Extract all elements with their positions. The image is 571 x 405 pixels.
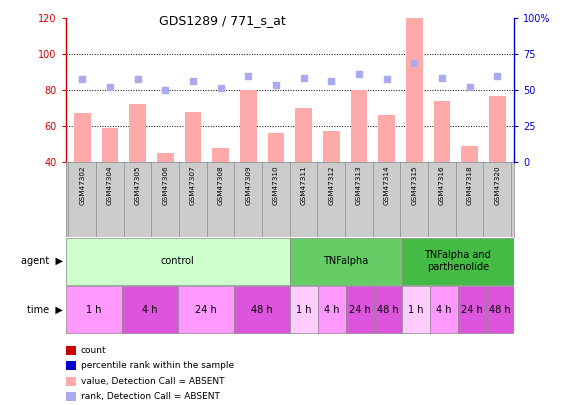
Text: GSM47310: GSM47310 (273, 166, 279, 205)
Text: count: count (81, 346, 106, 355)
Text: GSM47307: GSM47307 (190, 166, 196, 205)
Text: GSM47315: GSM47315 (411, 166, 417, 205)
Text: 48 h: 48 h (489, 305, 510, 315)
Bar (486, 286, 514, 333)
Text: GSM47302: GSM47302 (79, 166, 85, 205)
Bar (402, 286, 430, 333)
Bar (178, 286, 234, 333)
Point (355, 71, 364, 77)
Point (78, 76, 87, 83)
Text: 24 h: 24 h (349, 305, 371, 315)
Text: 48 h: 48 h (251, 305, 272, 315)
Text: 4 h: 4 h (436, 305, 452, 315)
Point (299, 74, 308, 81)
Point (188, 78, 198, 84)
Bar (268, 133, 284, 162)
Bar (374, 286, 402, 333)
Point (465, 83, 474, 90)
Text: 24 h: 24 h (461, 305, 482, 315)
Text: GSM47308: GSM47308 (218, 166, 224, 205)
Bar (402, 238, 514, 285)
Text: GSM47312: GSM47312 (328, 166, 334, 205)
Bar (323, 132, 340, 162)
Text: GSM47305: GSM47305 (135, 166, 140, 205)
Point (437, 74, 447, 81)
Text: 1 h: 1 h (408, 305, 424, 315)
Bar (289, 238, 402, 285)
Bar (406, 18, 423, 162)
Text: TNFalpha: TNFalpha (323, 256, 368, 266)
Bar (379, 115, 395, 162)
Text: time  ▶: time ▶ (27, 305, 63, 315)
Text: 48 h: 48 h (377, 305, 399, 315)
Bar (433, 101, 451, 162)
Text: GSM47318: GSM47318 (467, 166, 473, 205)
Point (244, 72, 253, 79)
Point (493, 72, 502, 79)
Bar (129, 104, 146, 162)
Text: GSM47320: GSM47320 (494, 166, 500, 205)
Text: 24 h: 24 h (195, 305, 216, 315)
Text: GSM47311: GSM47311 (300, 166, 307, 205)
Bar (430, 286, 458, 333)
Point (410, 60, 419, 66)
Text: GSM47306: GSM47306 (162, 166, 168, 205)
Bar (295, 108, 312, 162)
Point (106, 83, 115, 90)
Point (160, 87, 170, 94)
Point (216, 85, 225, 92)
Bar (461, 146, 478, 162)
Text: percentile rank within the sample: percentile rank within the sample (81, 361, 234, 370)
Bar (66, 286, 122, 333)
Bar (289, 286, 318, 333)
Text: 1 h: 1 h (86, 305, 102, 315)
Text: 4 h: 4 h (324, 305, 340, 315)
Text: GDS1289 / 771_s_at: GDS1289 / 771_s_at (159, 14, 286, 27)
Bar (122, 286, 178, 333)
Point (327, 78, 336, 84)
Text: 4 h: 4 h (142, 305, 158, 315)
Point (271, 81, 280, 88)
Text: GSM47316: GSM47316 (439, 166, 445, 205)
Bar (458, 286, 486, 333)
Bar (212, 148, 229, 162)
Bar (346, 286, 374, 333)
Bar (157, 153, 174, 162)
Bar (351, 90, 367, 162)
Text: TNFalpha and
parthenolide: TNFalpha and parthenolide (424, 250, 491, 272)
Bar (66, 238, 289, 285)
Point (133, 76, 142, 83)
Text: GSM47304: GSM47304 (107, 166, 113, 205)
Text: 1 h: 1 h (296, 305, 312, 315)
Bar (184, 112, 201, 162)
Text: rank, Detection Call = ABSENT: rank, Detection Call = ABSENT (81, 392, 219, 401)
Text: control: control (161, 256, 195, 266)
Text: GSM47314: GSM47314 (384, 166, 389, 205)
Bar (489, 96, 505, 162)
Bar (234, 286, 290, 333)
Bar (102, 128, 118, 162)
Bar (74, 113, 91, 162)
Text: agent  ▶: agent ▶ (21, 256, 63, 266)
Point (382, 76, 391, 83)
Text: value, Detection Call = ABSENT: value, Detection Call = ABSENT (81, 377, 224, 386)
Text: GSM47313: GSM47313 (356, 166, 362, 205)
Text: GSM47309: GSM47309 (246, 166, 251, 205)
Bar (318, 286, 346, 333)
Bar (240, 90, 256, 162)
